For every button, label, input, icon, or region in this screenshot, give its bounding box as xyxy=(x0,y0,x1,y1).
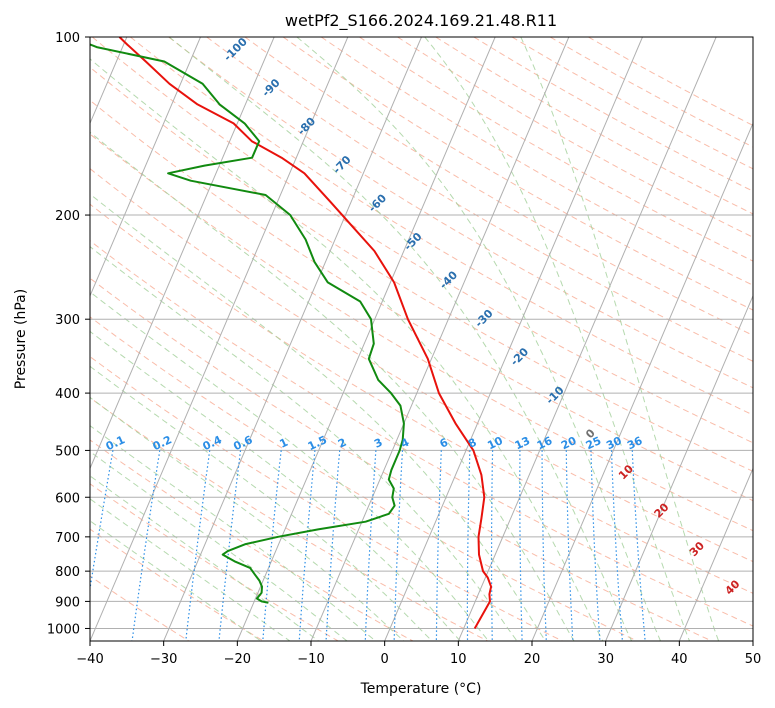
dry-adiabat xyxy=(90,240,753,627)
y-tick-label: 300 xyxy=(55,313,80,328)
y-tick-label: 100 xyxy=(55,31,80,46)
x-tick-label: 40 xyxy=(671,652,688,667)
isotherm-line xyxy=(457,37,717,641)
moist-adiabat xyxy=(90,193,546,641)
mixing-ratio-line xyxy=(610,450,623,641)
mixing-ratio-line xyxy=(590,450,601,641)
y-axis-label: Pressure (hPa) xyxy=(13,289,29,389)
isotherm-line xyxy=(90,37,275,470)
x-tick-label: 10 xyxy=(450,652,467,667)
x-tick-label: −10 xyxy=(297,652,324,667)
isotherm-line xyxy=(236,37,496,641)
dry-adiabat xyxy=(90,99,753,502)
moist-adiabat xyxy=(90,396,405,641)
mixing-ratio-label: 20 xyxy=(559,434,579,452)
mixing-ratio-line xyxy=(262,450,282,641)
dry-adiabat xyxy=(90,397,488,641)
mixing-ratio-line xyxy=(490,450,494,641)
moist-adiabat xyxy=(90,245,518,641)
mixing-ratio-label: 36 xyxy=(625,434,645,452)
isotherm-line xyxy=(90,37,349,641)
x-tick-label: 20 xyxy=(524,652,541,667)
plot-frame xyxy=(89,36,754,642)
y-tick-label: 700 xyxy=(55,531,80,546)
y-tick-label: 1000 xyxy=(47,623,80,638)
x-tick-label: −30 xyxy=(150,652,177,667)
isotherm-line xyxy=(605,294,753,641)
mixing-ratio-label: 16 xyxy=(535,434,555,452)
mixing-ratio-label: 30 xyxy=(604,434,624,452)
dry-adiabat xyxy=(90,356,563,641)
x-tick-label: −40 xyxy=(76,652,103,667)
mixing-ratio-label: 10 xyxy=(485,434,505,452)
isotherm-line xyxy=(163,37,422,641)
x-tick-label: 0 xyxy=(381,652,389,667)
y-tick-label: 600 xyxy=(55,491,80,506)
y-tick-label: 200 xyxy=(55,209,80,224)
dry-adiabat xyxy=(90,575,190,641)
mixing-ratio-line xyxy=(435,450,442,641)
moist-adiabat xyxy=(90,475,319,641)
moist-adiabat xyxy=(90,365,433,641)
mixing-ratio-line xyxy=(519,450,523,641)
dewpoint-line xyxy=(90,43,405,604)
mixing-ratio-line xyxy=(364,450,377,641)
moist-adiabat xyxy=(520,37,720,641)
mixing-ratio-line xyxy=(185,450,211,641)
isotherm-line xyxy=(310,37,570,641)
isotherm-line xyxy=(90,37,201,298)
y-tick-label: 900 xyxy=(55,595,80,610)
y-tick-label: 400 xyxy=(55,387,80,402)
mixing-ratio-line xyxy=(541,450,547,641)
moist-adiabat xyxy=(90,498,291,641)
mixing-ratio-line xyxy=(298,450,316,641)
background-grid xyxy=(90,37,753,641)
x-tick-label: 30 xyxy=(597,652,614,667)
mixing-ratio-line xyxy=(325,450,341,641)
moist-adiabat xyxy=(90,520,262,641)
chart-title: wetPf2_S166.2024.169.21.48.R11 xyxy=(285,11,557,31)
mixing-ratio-line xyxy=(131,450,161,641)
moist-adiabat xyxy=(296,37,661,641)
isotherm-line xyxy=(678,467,753,641)
axis-ticks: −40 −30 −20 −10 0 10 20 30 40 50 100 200 300 400 500 60… xyxy=(47,31,761,667)
x-axis-label: Temperature (°C) xyxy=(360,681,482,697)
dry-adiabat xyxy=(90,203,753,594)
mixing-ratio-line xyxy=(218,450,242,641)
moist-adiabat xyxy=(90,425,376,641)
mixing-ratio-label: 13 xyxy=(513,434,532,452)
moist-adiabat xyxy=(90,58,604,641)
moist-adiabat xyxy=(424,37,690,641)
y-tick-label: 500 xyxy=(55,444,80,459)
y-tick-label: 800 xyxy=(55,565,80,580)
x-tick-label: 50 xyxy=(745,652,762,667)
x-tick-label: −20 xyxy=(224,652,251,667)
dry-adiabat xyxy=(90,316,638,641)
mixing-ratio-label: 25 xyxy=(584,434,603,452)
mixing-ratio-line xyxy=(393,450,404,641)
temperature-line xyxy=(118,37,493,629)
isotherm-line xyxy=(531,122,753,641)
profile-curves xyxy=(90,37,493,629)
mixing-ratio-line xyxy=(565,450,574,641)
dry-adiabat xyxy=(90,277,712,641)
mixing-ratio-line xyxy=(466,450,471,641)
moist-adiabat xyxy=(168,37,633,641)
moist-adiabat xyxy=(90,330,461,641)
mixing-ratio-line xyxy=(631,450,646,641)
isotherm-line xyxy=(384,37,643,641)
